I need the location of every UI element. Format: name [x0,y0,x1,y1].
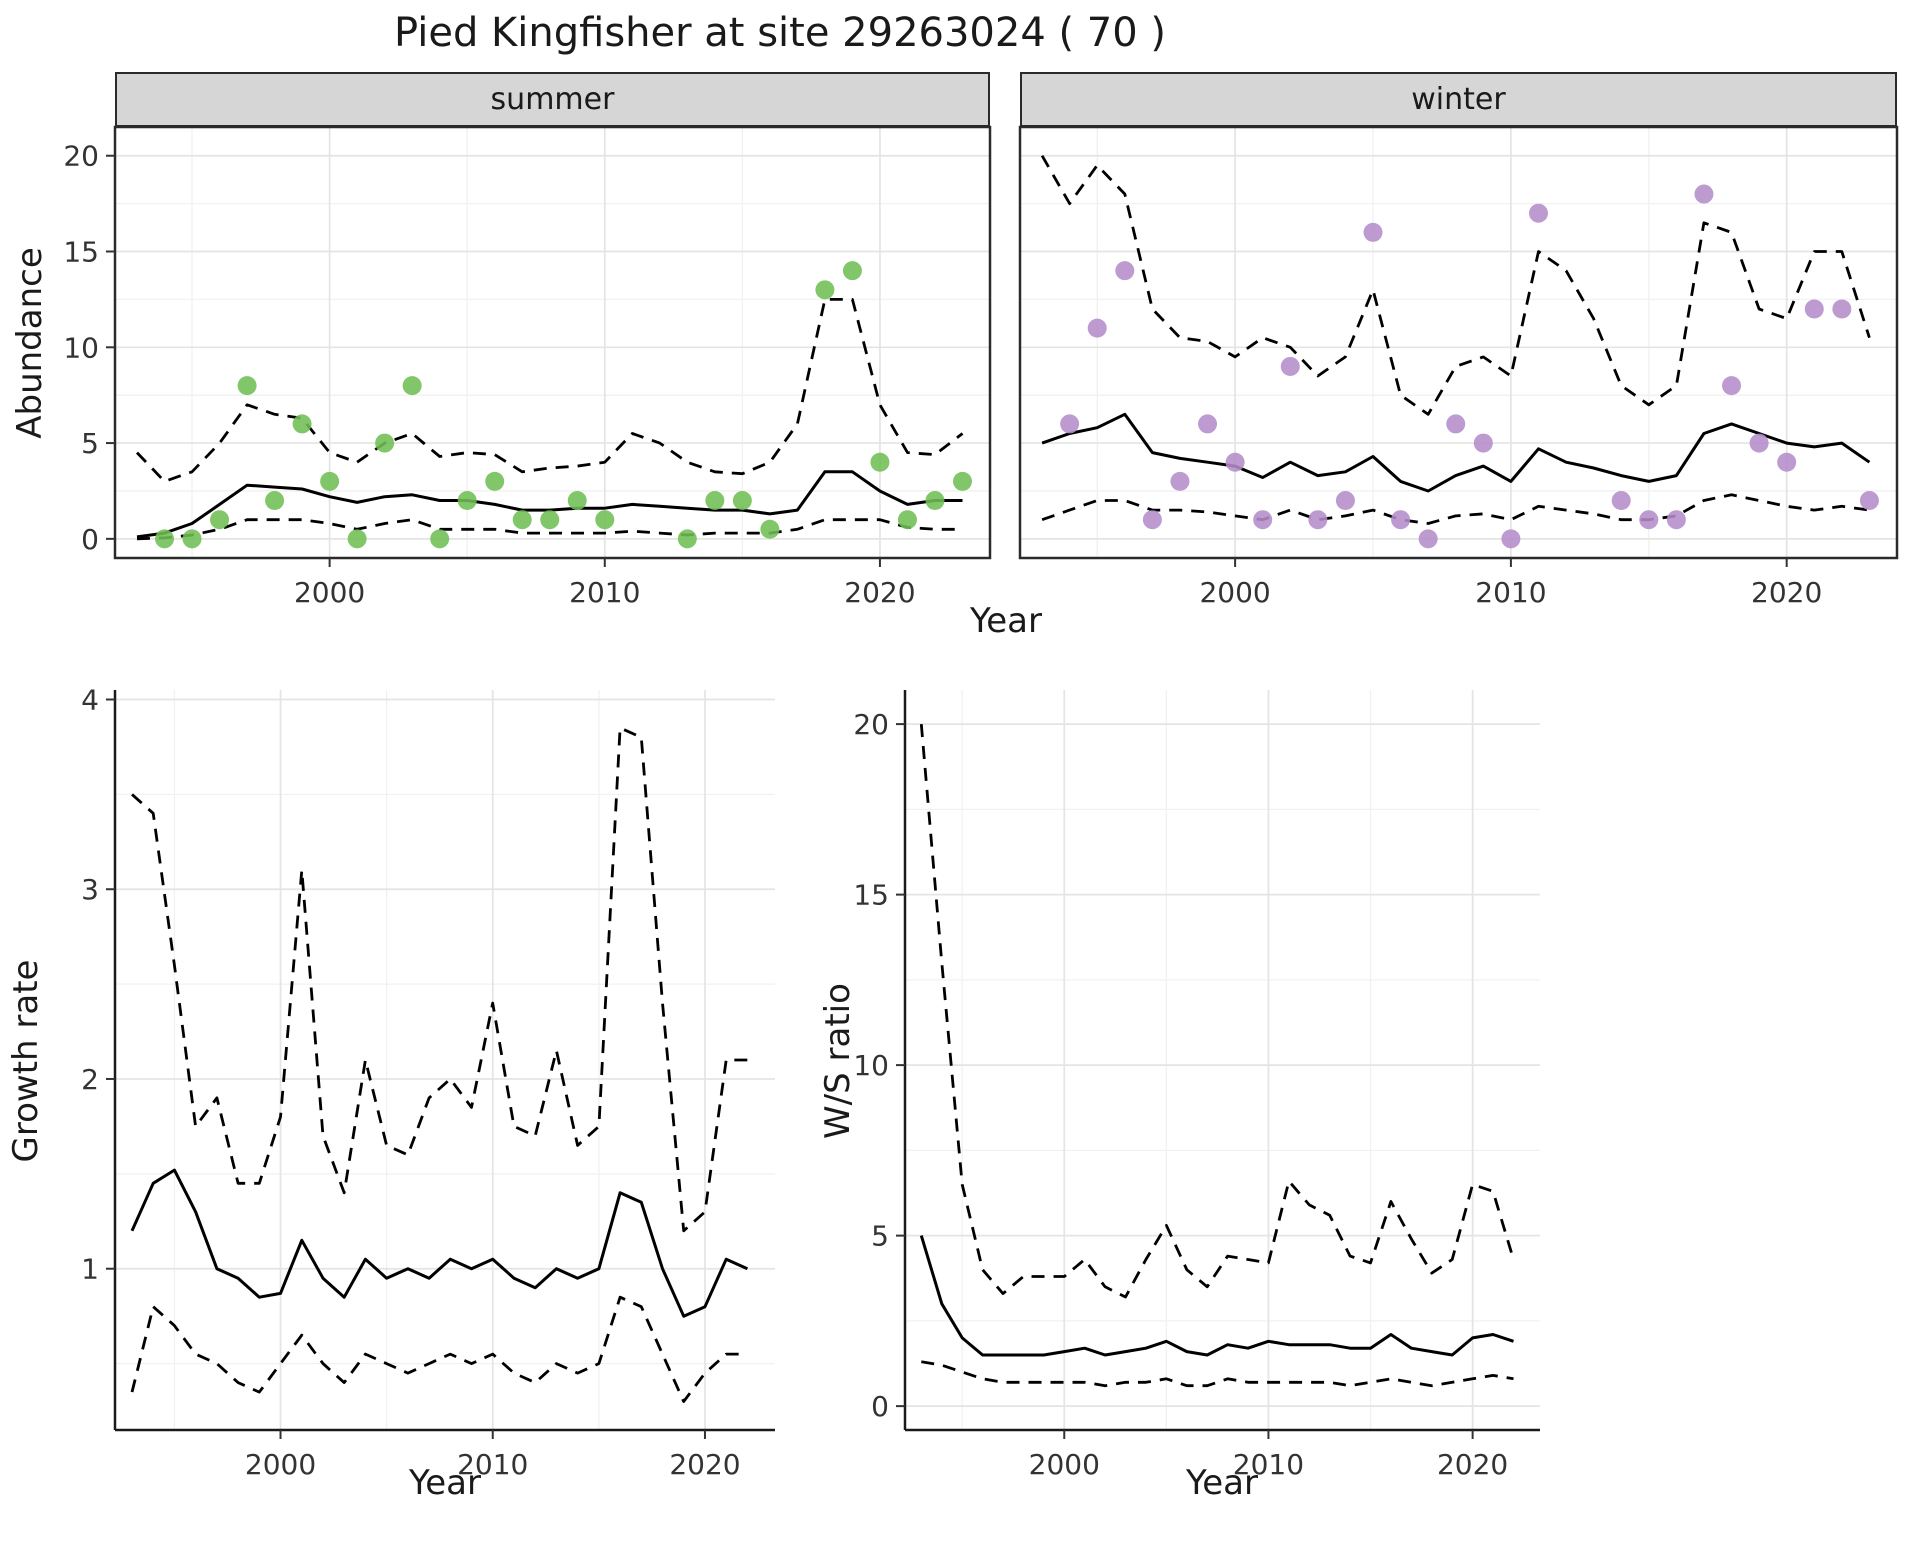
ws-ratio-chart: 2000 2010 2020 0 5 10 15 20 [853,690,1540,1481]
svg-text:2: 2 [81,1063,99,1096]
svg-text:10: 10 [853,1049,889,1082]
svg-text:2020: 2020 [669,1448,740,1481]
growth-year-axis-label: Year [409,1463,481,1503]
svg-text:15: 15 [853,879,889,912]
svg-text:2010: 2010 [1475,576,1546,609]
abundance-winter-chart: 2000 2010 2020 [1018,125,1899,609]
svg-text:5: 5 [81,427,99,460]
svg-text:2000: 2000 [1029,1448,1100,1481]
plot-title: Pied Kingfisher at site 29263024 ( 70 ) [393,10,1167,56]
svg-text:5: 5 [871,1220,889,1253]
svg-text:2020: 2020 [844,576,915,609]
svg-text:0: 0 [81,523,99,556]
ws-ratio-axis-label: W/S ratio [818,983,858,1139]
svg-text:1: 1 [81,1253,99,1286]
svg-text:15: 15 [63,236,99,269]
growth-rate-axis-label: Growth rate [6,959,46,1163]
facet-strip-summer: summer [115,72,990,127]
svg-text:2010: 2010 [457,1448,528,1481]
svg-text:2010: 2010 [1233,1448,1304,1481]
growth-rate-chart: 2000 2010 2020 1 2 3 4 [81,683,775,1481]
svg-text:2020: 2020 [1751,576,1822,609]
svg-text:10: 10 [63,331,99,364]
svg-text:20: 20 [63,140,99,173]
abundance-axis-label: Abundance [10,247,50,439]
ws-year-axis-label: Year [1186,1463,1258,1503]
top-year-axis-label: Year [970,601,1042,641]
svg-text:2000: 2000 [294,576,365,609]
svg-text:2020: 2020 [1437,1448,1508,1481]
svg-text:20: 20 [853,708,889,741]
svg-text:2000: 2000 [245,1448,316,1481]
facet-strip-winter: winter [1020,72,1897,127]
svg-text:2010: 2010 [569,576,640,609]
facet-strip-winter-label: winter [1411,82,1506,117]
svg-text:0: 0 [871,1390,889,1423]
svg-text:2000: 2000 [1199,576,1270,609]
svg-text:4: 4 [81,683,99,716]
svg-text:3: 3 [81,873,99,906]
facet-strip-summer-label: summer [490,82,615,117]
abundance-summer-chart: 2000 2010 2020 0 5 10 15 20 [63,125,992,609]
